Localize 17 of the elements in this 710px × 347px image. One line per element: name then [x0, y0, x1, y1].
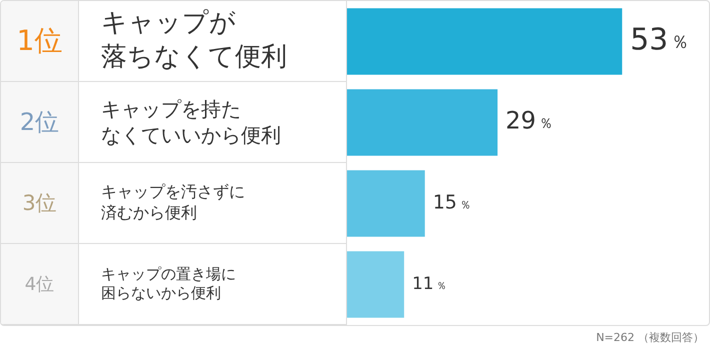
data-label: 53％ — [630, 22, 690, 58]
data-label: 11％ — [412, 274, 447, 294]
y-tick-label: キャップを汚さずに済むから便利 — [100, 182, 245, 224]
text: N=262 （複数回答） — [596, 330, 704, 345]
bar — [347, 170, 425, 237]
text: 3位 — [1, 163, 79, 243]
bar — [347, 251, 404, 318]
bar — [347, 89, 498, 156]
data-label: 29％ — [506, 106, 553, 135]
text: 4位 — [1, 244, 79, 324]
y-tick-label: キャップの置き場に困らないから便利 — [100, 264, 236, 304]
text: 2位 — [1, 82, 79, 162]
y-tick-label: キャップを持たなくていいから便利 — [100, 96, 281, 148]
y-tick-label: キャップが落ちなくて便利 — [100, 7, 287, 74]
data-label: 15％ — [432, 191, 471, 214]
bar — [347, 8, 622, 75]
text: 1位 — [1, 1, 79, 81]
